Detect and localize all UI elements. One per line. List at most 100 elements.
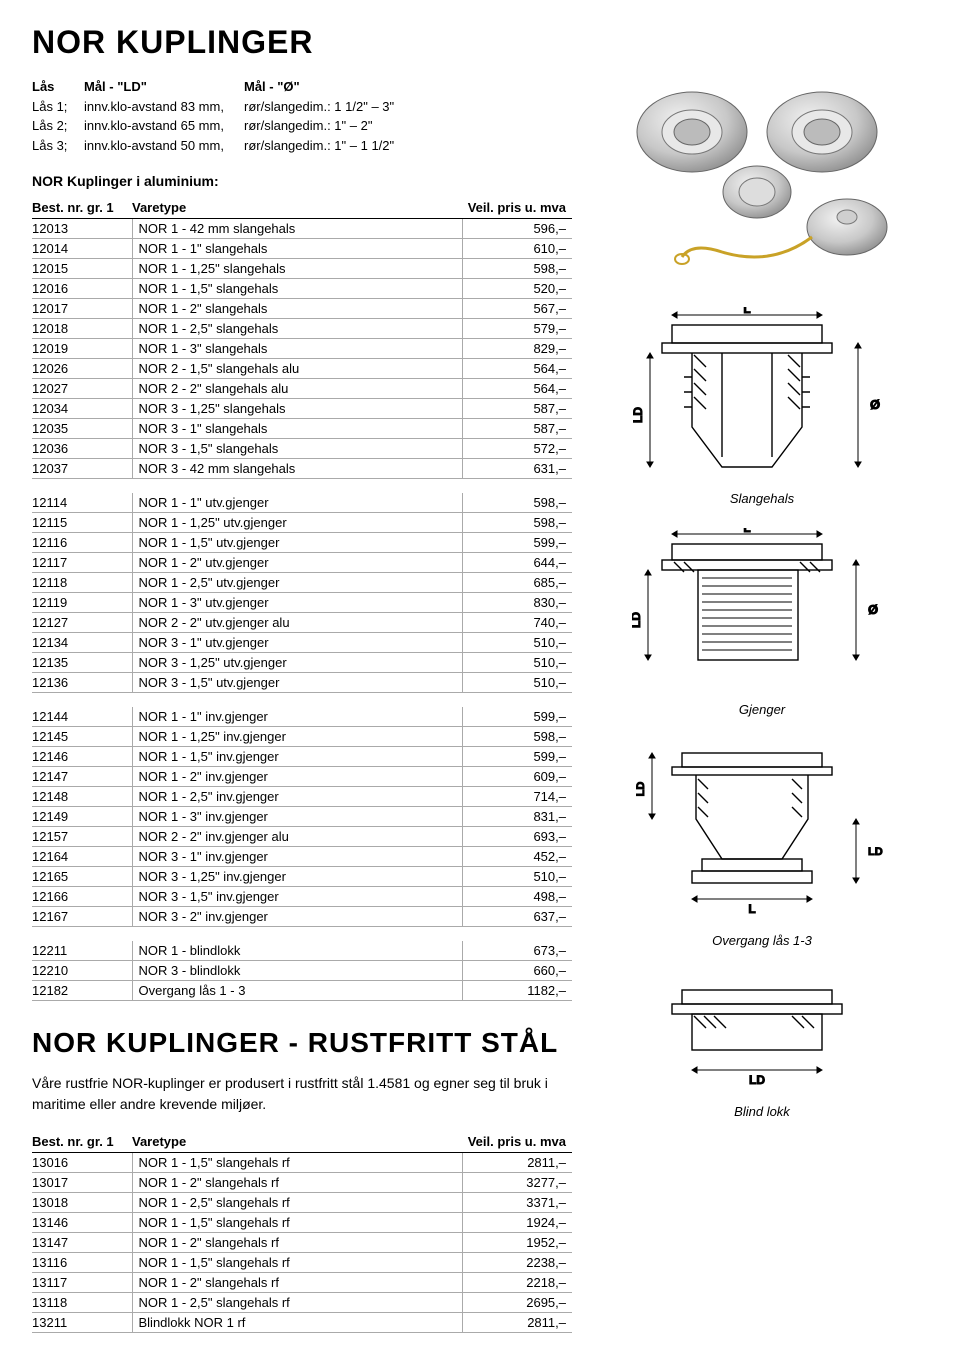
- table-cell: 13118: [32, 1293, 132, 1313]
- table-cell: 579,–: [462, 319, 572, 339]
- table-cell: 12167: [32, 907, 132, 927]
- spec-cell: Lås 3;: [32, 136, 84, 156]
- table-group1: Best. nr. gr. 1 Varetype Veil. pris u. m…: [32, 197, 572, 479]
- table-cell: 596,–: [462, 219, 572, 239]
- table-cell: 631,–: [462, 459, 572, 479]
- table-cell: 12117: [32, 553, 132, 573]
- table-cell: NOR 1 - 2,5" slangehals rf: [132, 1193, 462, 1213]
- col-pris: Veil. pris u. mva: [462, 197, 572, 219]
- table-cell: 13016: [32, 1153, 132, 1173]
- table-row: 12210NOR 3 - blindlokk660,–: [32, 961, 572, 981]
- table-cell: 13116: [32, 1253, 132, 1273]
- table-cell: NOR 1 - 2" slangehals rf: [132, 1173, 462, 1193]
- section-title-rustfritt: NOR KUPLINGER - RUSTFRITT STÅL: [32, 1027, 572, 1059]
- table-cell: 12018: [32, 319, 132, 339]
- dim-O: Ø: [870, 397, 880, 412]
- table-row: 13147NOR 1 - 2" slangehals rf1952,–: [32, 1233, 572, 1253]
- table-cell: 12136: [32, 673, 132, 693]
- table-cell: 598,–: [462, 259, 572, 279]
- table-cell: 12034: [32, 399, 132, 419]
- figure-blindlokk: LD Blind lokk: [596, 970, 928, 1119]
- table-cell: NOR 1 - 2,5" slangehals: [132, 319, 462, 339]
- table-row: 12144NOR 1 - 1" inv.gjenger599,–: [32, 707, 572, 727]
- figure-slangehals: L LD Ø Slangehals: [596, 307, 928, 506]
- table-cell: 2238,–: [462, 1253, 572, 1273]
- table-group5: Best. nr. gr. 1 Varetype Veil. pris u. m…: [32, 1131, 572, 1333]
- table-cell: 12014: [32, 239, 132, 259]
- table-cell: NOR 3 - 1,25" inv.gjenger: [132, 867, 462, 887]
- spec-cell: Lås 1;: [32, 97, 84, 117]
- table-row: 12027NOR 2 - 2" slangehals alu564,–: [32, 379, 572, 399]
- table-row: 12157NOR 2 - 2" inv.gjenger alu693,–: [32, 827, 572, 847]
- table-row: 12117NOR 1 - 2" utv.gjenger644,–: [32, 553, 572, 573]
- table-cell: NOR 3 - 1,25" slangehals: [132, 399, 462, 419]
- table-cell: NOR 1 - 2,5" slangehals rf: [132, 1293, 462, 1313]
- table-cell: NOR 1 - 3" inv.gjenger: [132, 807, 462, 827]
- table-cell: 3277,–: [462, 1173, 572, 1193]
- table-cell: NOR 3 - 1,5" utv.gjenger: [132, 673, 462, 693]
- table-row: 12165NOR 3 - 1,25" inv.gjenger510,–: [32, 867, 572, 887]
- table-cell: NOR 1 - 1" slangehals: [132, 239, 462, 259]
- table-cell: NOR 1 - 1" utv.gjenger: [132, 493, 462, 513]
- table-cell: NOR 1 - 1,5" slangehals rf: [132, 1213, 462, 1233]
- dim-O: Ø: [868, 602, 878, 617]
- table-cell: 12182: [32, 981, 132, 1001]
- table-cell: NOR 3 - 1,5" slangehals: [132, 439, 462, 459]
- page-title: NOR KUPLINGER: [32, 24, 928, 61]
- dim-LD: LD: [749, 1073, 765, 1087]
- table-cell: 13018: [32, 1193, 132, 1213]
- table-cell: 1952,–: [462, 1233, 572, 1253]
- table-row: 13211Blindlokk NOR 1 rf2811,–: [32, 1313, 572, 1333]
- caption-overgang: Overgang lås 1-3: [596, 933, 928, 948]
- dim-LD: LD: [632, 407, 645, 423]
- table-row: 13116NOR 1 - 1,5" slangehals rf2238,–: [32, 1253, 572, 1273]
- table-row: 12116NOR 1 - 1,5" utv.gjenger599,–: [32, 533, 572, 553]
- table-cell: 572,–: [462, 439, 572, 459]
- spec-hdr-ld: Mål - "LD": [84, 77, 244, 97]
- col-bestnr: Best. nr. gr. 1: [32, 197, 132, 219]
- table-cell: 599,–: [462, 747, 572, 767]
- table-cell: 12013: [32, 219, 132, 239]
- table-cell: 609,–: [462, 767, 572, 787]
- table-cell: 13017: [32, 1173, 132, 1193]
- table-cell: 598,–: [462, 493, 572, 513]
- table-row: 12135NOR 3 - 1,25" utv.gjenger510,–: [32, 653, 572, 673]
- table-cell: NOR 2 - 2" inv.gjenger alu: [132, 827, 462, 847]
- table-group2: 12114NOR 1 - 1" utv.gjenger598,–12115NOR…: [32, 493, 572, 693]
- spec-cell: innv.klo-avstand 50 mm,: [84, 136, 244, 156]
- table-cell: 587,–: [462, 419, 572, 439]
- table-row: 12167NOR 3 - 2" inv.gjenger637,–: [32, 907, 572, 927]
- table-cell: NOR 3 - 1" inv.gjenger: [132, 847, 462, 867]
- table-cell: 610,–: [462, 239, 572, 259]
- table-row: 12146NOR 1 - 1,5" inv.gjenger599,–: [32, 747, 572, 767]
- table-row: 12115NOR 1 - 1,25" utv.gjenger598,–: [32, 513, 572, 533]
- table-row: 13118NOR 1 - 2,5" slangehals rf2695,–: [32, 1293, 572, 1313]
- table-cell: 12164: [32, 847, 132, 867]
- intro-paragraph: Våre rustfrie NOR-kuplinger er produsert…: [32, 1073, 572, 1115]
- table-cell: 564,–: [462, 379, 572, 399]
- table-cell: NOR 3 - 1" slangehals: [132, 419, 462, 439]
- table-row: 13117NOR 1 - 2" slangehals rf2218,–: [32, 1273, 572, 1293]
- table-cell: 12016: [32, 279, 132, 299]
- table-cell: 598,–: [462, 513, 572, 533]
- table-cell: 12166: [32, 887, 132, 907]
- table-row: 12148NOR 1 - 2,5" inv.gjenger714,–: [32, 787, 572, 807]
- table-row: 12211NOR 1 - blindlokk673,–: [32, 941, 572, 961]
- table-cell: 12149: [32, 807, 132, 827]
- table-cell: 599,–: [462, 707, 572, 727]
- table-row: 12134NOR 3 - 1" utv.gjenger510,–: [32, 633, 572, 653]
- table-group4: 12211NOR 1 - blindlokk673,–12210NOR 3 - …: [32, 941, 572, 1001]
- table-row: 13017NOR 1 - 2" slangehals rf3277,–: [32, 1173, 572, 1193]
- table-row: 12145NOR 1 - 1,25" inv.gjenger598,–: [32, 727, 572, 747]
- dim-L: L: [748, 902, 755, 916]
- table-cell: NOR 3 - 1,5" inv.gjenger: [132, 887, 462, 907]
- table-row: 12182Overgang lås 1 - 31182,–: [32, 981, 572, 1001]
- col-varetype: Varetype: [132, 197, 462, 219]
- right-column: L LD Ø Slangehals: [596, 77, 928, 1347]
- table-row: 12026NOR 2 - 1,5" slangehals alu564,–: [32, 359, 572, 379]
- table-row: 12013NOR 1 - 42 mm slangehals596,–: [32, 219, 572, 239]
- table-cell: 12115: [32, 513, 132, 533]
- table-row: 12018NOR 1 - 2,5" slangehals579,–: [32, 319, 572, 339]
- left-column: Lås Mål - "LD" Mål - "Ø" Lås 1; innv.klo…: [32, 77, 572, 1347]
- table-cell: 1924,–: [462, 1213, 572, 1233]
